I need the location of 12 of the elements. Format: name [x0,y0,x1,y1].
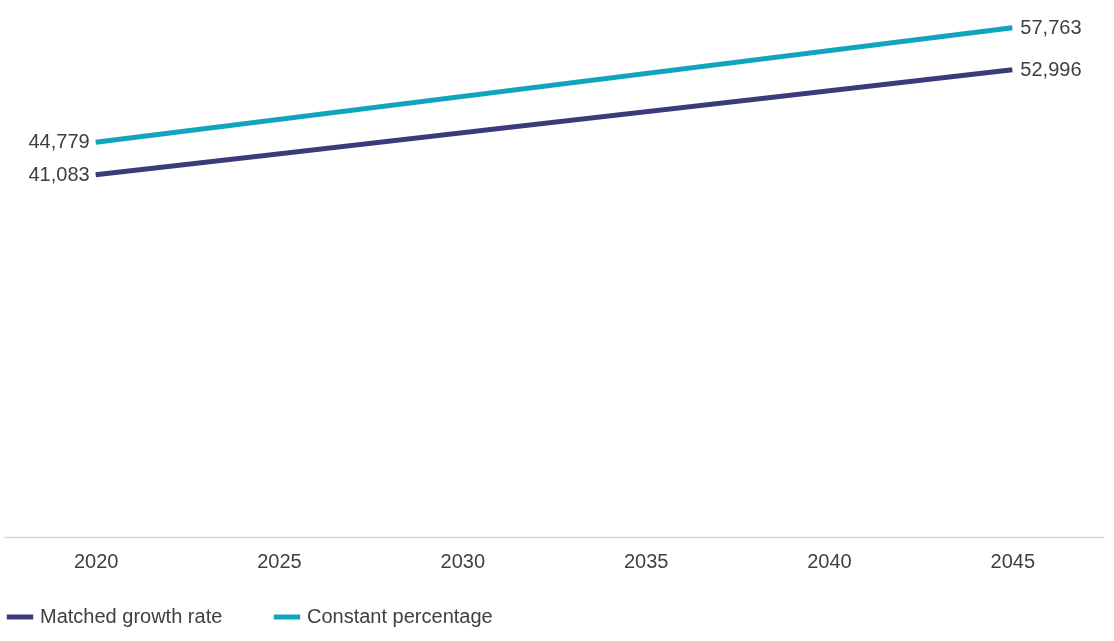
x-tick-label: 2025 [257,549,302,572]
data-label: 52,996 [1020,57,1082,80]
x-tick-label: 2035 [623,549,669,572]
x-tick-label: 2040 [807,549,852,572]
data-label: 44,779 [28,130,90,153]
x-tick-label: 2045 [990,549,1036,572]
legend-label: Matched growth rate [40,605,223,627]
x-tick-label: 2030 [440,549,486,572]
data-label: 41,083 [28,162,90,185]
data-label: 57,763 [1020,15,1082,38]
x-tick-label: 2020 [73,549,119,572]
legend-label: Constant percentage [307,605,493,627]
